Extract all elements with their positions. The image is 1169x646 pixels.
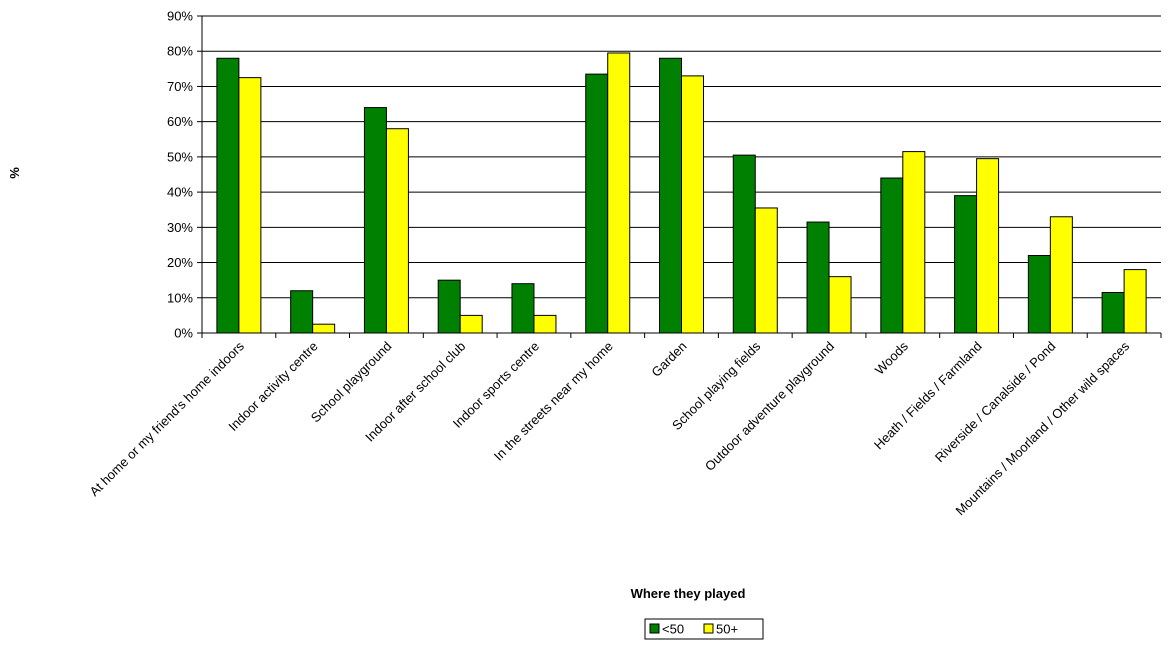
y-tick-label: 10% — [167, 290, 193, 305]
y-tick-label: 50% — [167, 149, 193, 164]
x-category-label: Mountains / Moorland / Other wild spaces — [953, 338, 1133, 518]
bar-under-50 — [880, 177, 904, 334]
bar-50-plus — [902, 151, 926, 334]
bar-under-50 — [1101, 291, 1125, 334]
y-tick-label: 70% — [167, 79, 193, 94]
bar-under-50 — [954, 195, 978, 334]
x-category-label: Woods — [872, 338, 911, 377]
y-axis-title: % — [7, 167, 22, 179]
bar-under-50 — [437, 279, 461, 334]
x-category-label: Garden — [648, 339, 689, 380]
y-tick-label: 80% — [167, 44, 193, 59]
bar-50-plus — [1123, 269, 1147, 334]
bar-50-plus — [533, 314, 557, 334]
bar-under-50 — [659, 57, 682, 334]
x-axis-title: Where they played — [631, 586, 746, 601]
x-category-label: At home or my friend's home indoors — [86, 338, 247, 499]
bar-50-plus — [385, 128, 409, 334]
bar-50-plus — [681, 75, 704, 334]
bar-50-plus — [607, 52, 631, 334]
y-tick-label: 0% — [174, 326, 193, 341]
bar-under-50 — [511, 283, 535, 334]
bar-under-50 — [1027, 255, 1051, 334]
y-tick-label: 30% — [167, 220, 193, 235]
x-category-label: School playground — [308, 339, 395, 426]
x-category-label: Outdoor adventure playground — [702, 339, 837, 474]
legend-label: <50 — [662, 622, 684, 637]
y-tick-label: 60% — [167, 114, 193, 129]
bar-50-plus — [754, 207, 778, 334]
legend-label: 50+ — [716, 622, 738, 637]
bar-under-50 — [806, 221, 830, 334]
y-tick-label: 40% — [167, 185, 193, 200]
bar-under-50 — [585, 73, 609, 334]
legend-swatch — [703, 623, 714, 634]
x-category-label: Riverside / Canalside / Pond — [932, 339, 1059, 466]
bar-under-50 — [732, 154, 756, 334]
bar-50-plus — [238, 77, 262, 334]
y-tick-label: 20% — [167, 255, 193, 270]
bar-50-plus — [828, 276, 852, 334]
bar-under-50 — [216, 57, 240, 334]
bar-under-50 — [290, 290, 314, 334]
bar-50-plus — [976, 158, 1000, 334]
y-tick-label: 90% — [167, 9, 193, 24]
x-category-label: In the streets near my home — [491, 339, 616, 464]
bar-50-plus — [1049, 216, 1073, 334]
bar-50-plus — [312, 323, 336, 334]
bar-50-plus — [459, 314, 483, 334]
bar-under-50 — [363, 107, 387, 334]
legend-swatch — [649, 623, 660, 634]
